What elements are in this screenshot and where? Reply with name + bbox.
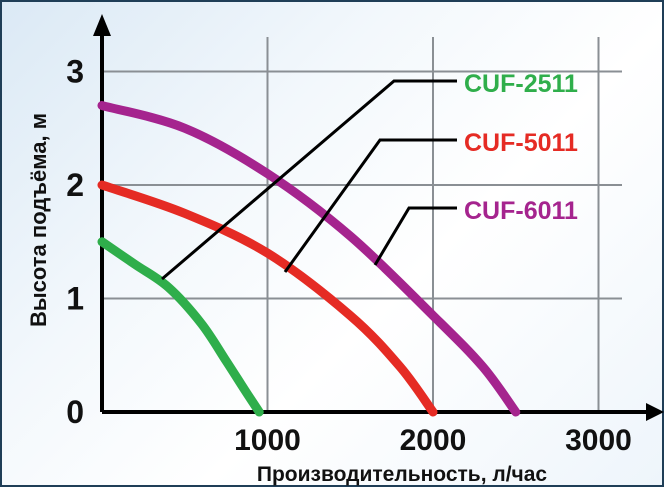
x-axis-arrow	[646, 403, 664, 421]
leader-line-cuf-2511	[161, 79, 457, 281]
series-line-cuf-5011	[97, 180, 438, 417]
leader-line-cuf-5011	[283, 138, 457, 273]
series-line-cuf-6011	[97, 101, 521, 417]
axes: 0 1 2 3 1000 2000 3000	[66, 14, 664, 457]
y-tick-label-2: 2	[66, 167, 84, 203]
series-label-cuf-2511: CUF-2511	[464, 70, 578, 98]
labels-group: CUF-2511 CUF-5011 CUF-6011	[464, 70, 578, 225]
x-tick-label-1000: 1000	[234, 424, 301, 457]
series-label-cuf-6011: CUF-6011	[464, 197, 578, 225]
series-label-cuf-5011: CUF-5011	[464, 129, 578, 157]
series-line-cuf-2511	[97, 237, 264, 417]
leader-line-cuf-6011	[373, 206, 457, 266]
y-tick-label-0: 0	[66, 394, 84, 430]
y-axis-arrow	[93, 14, 111, 36]
y-tick-label-3: 3	[66, 54, 84, 90]
y-tick-label-1: 1	[66, 281, 84, 317]
x-tick-label-2000: 2000	[400, 424, 467, 457]
grid	[102, 37, 622, 412]
y-axis-label: Высота подъёма, м	[26, 113, 51, 327]
x-axis-label: Производительность, л/час	[257, 463, 548, 486]
leader-lines	[161, 79, 457, 281]
series-group	[97, 101, 521, 417]
x-tick-label-3000: 3000	[565, 424, 632, 457]
